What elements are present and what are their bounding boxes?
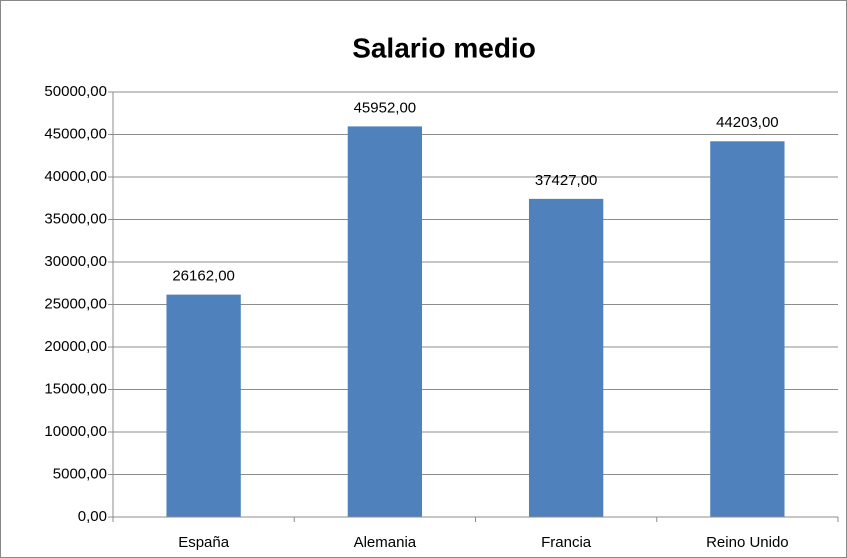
bar	[166, 294, 241, 517]
y-tick-label: 25000,00	[44, 295, 107, 312]
bar	[528, 198, 604, 518]
y-tick-label: 15000,00	[44, 380, 107, 397]
y-tick-label: 30000,00	[44, 253, 107, 270]
x-tick-label: Alemania	[354, 534, 417, 551]
data-label: 45952,00	[354, 99, 417, 116]
y-tick-label: 5000,00	[53, 465, 107, 482]
data-label: 37427,00	[535, 172, 598, 189]
y-tick-label: 10000,00	[44, 423, 107, 440]
x-tick-label: Francia	[541, 534, 592, 551]
y-tick-label: 20000,00	[44, 338, 107, 355]
data-label: 26162,00	[172, 268, 235, 285]
chart-title: Salario medio	[352, 32, 536, 63]
data-label: 44203,00	[716, 114, 779, 131]
bar	[710, 141, 785, 517]
bar	[347, 126, 423, 518]
x-tick-label: España	[178, 534, 230, 551]
y-tick-label: 50000,00	[44, 83, 107, 100]
y-tick-label: 35000,00	[44, 210, 107, 227]
y-tick-label: 40000,00	[44, 168, 107, 185]
x-tick-label: Reino Unido	[706, 534, 789, 551]
y-tick-label: 0,00	[78, 508, 107, 525]
y-tick-label: 45000,00	[44, 125, 107, 142]
